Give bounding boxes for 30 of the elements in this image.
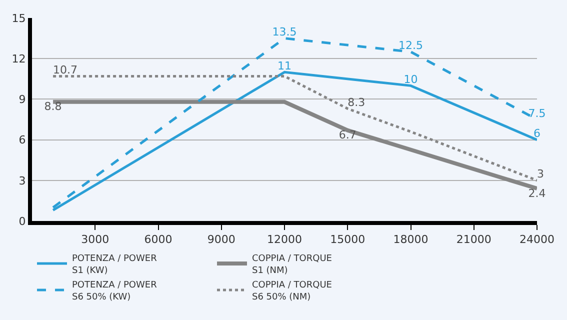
y-tick-label: 3 (18, 174, 26, 188)
x-tick-label: 24000 (520, 233, 554, 246)
x-tick-label: 21000 (456, 233, 492, 246)
data-label: 3 (537, 168, 544, 181)
data-label: 8.8 (44, 100, 62, 114)
data-label: 12.5 (398, 39, 423, 52)
y-tick-label: 12 (12, 52, 26, 66)
data-label: 13.5 (272, 26, 297, 39)
legend-label: POTENZA / POWER S6 50% (KW) (72, 280, 157, 302)
data-label: 11 (278, 59, 292, 72)
x-tick-label: 18000 (393, 233, 428, 246)
data-label: 6.7 (338, 128, 356, 142)
x-tick-label: 12000 (267, 233, 302, 246)
data-label: 6 (534, 127, 540, 140)
legend-label: COPPIA / TORQUE S1 (NM) (252, 254, 332, 276)
y-tick-label: 9 (18, 93, 26, 106)
x-tick-label: 6000 (144, 233, 172, 246)
x-tick-label: 9000 (207, 233, 236, 246)
data-label: 2.4 (528, 186, 546, 200)
y-tick-label: 6 (18, 134, 26, 147)
data-label: 8.3 (348, 96, 366, 109)
legend-label: COPPIA / TORQUE S6 50% (NM) (252, 280, 332, 302)
y-tick-label: 0 (18, 214, 26, 228)
x-tick-label: 15000 (330, 233, 366, 246)
data-label: 10.7 (53, 63, 78, 76)
data-label: 10 (404, 72, 418, 86)
y-tick-label: 15 (12, 12, 26, 25)
legend-label: POTENZA / POWER S1 (KW) (72, 254, 157, 276)
x-tick-label: 3000 (81, 233, 110, 246)
data-label: 7.5 (528, 106, 546, 120)
